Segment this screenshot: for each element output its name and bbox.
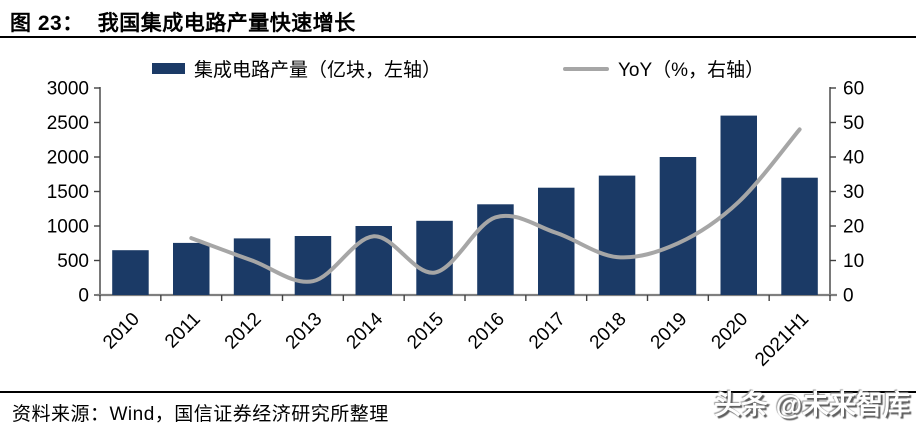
right-axis-tick-label: 0 (843, 286, 854, 307)
bar-2017 (538, 187, 575, 295)
x-axis-label-2015: 2015 (403, 309, 448, 354)
source-note: 资料来源：Wind，国信证券经济研究所整理 (12, 404, 389, 425)
watermark-text: 头条 @未来智库 (714, 390, 910, 420)
x-axis-label-2021H1: 2021H1 (751, 309, 813, 371)
right-axis-tick-label: 40 (843, 148, 864, 169)
left-axis-tick-label: 500 (57, 251, 89, 272)
figure-number-label: 图 23： (10, 12, 84, 35)
x-axis-label-2012: 2012 (221, 309, 266, 354)
bar-2010 (112, 250, 149, 295)
bar-2021H1 (781, 177, 818, 295)
legend-item-production: 集成电路产量（亿块，左轴） (152, 55, 441, 82)
bar-2015 (416, 220, 453, 295)
title-divider-line (0, 36, 916, 38)
legend-item-yoy: YoY（%，右轴） (563, 55, 764, 82)
x-axis-label-2019: 2019 (647, 309, 692, 354)
right-axis-tick-label: 30 (843, 182, 864, 203)
left-axis-tick-label: 0 (78, 286, 89, 307)
x-axis-label-2018: 2018 (586, 309, 631, 354)
right-axis-tick-label: 60 (843, 79, 864, 100)
x-axis-label-2014: 2014 (343, 308, 388, 353)
x-axis-label-2016: 2016 (464, 309, 509, 354)
bar-2020 (720, 115, 757, 295)
line-series-swatch (563, 66, 609, 71)
left-axis-tick-label: 3000 (47, 79, 89, 100)
right-axis-tick-label: 50 (843, 113, 864, 134)
x-axis-label-2011: 2011 (161, 309, 205, 353)
x-axis-label-2010: 2010 (99, 309, 144, 354)
left-axis-tick-label: 1500 (47, 182, 89, 203)
figure-title: 我国集成电路产量快速增长 (97, 12, 356, 35)
right-axis-tick-label: 20 (843, 217, 864, 238)
figure-title-row: 图 23： 我国集成电路产量快速增长 (10, 7, 356, 37)
combo-chart: 0 500 1000 1500 2000 2500 3000 0 10 20 30 40 50 60 201… (47, 79, 864, 371)
yoy-line (189, 127, 802, 284)
chart-legend: 集成电路产量（亿块，左轴） YoY（%，右轴） (0, 55, 916, 81)
footer-divider-line (0, 391, 916, 393)
bar-series-label: 集成电路产量（亿块，左轴） (194, 60, 442, 81)
x-axis-label-2020: 2020 (708, 309, 753, 354)
bar-2018 (598, 175, 636, 295)
bar-2013 (294, 236, 332, 295)
left-axis-tick-label: 1000 (47, 217, 89, 238)
right-axis-tick-label: 10 (843, 251, 864, 272)
bar-series-swatch (152, 63, 185, 74)
x-axis-label-2017: 2017 (525, 309, 570, 354)
bar-2011 (173, 242, 210, 295)
left-axis-tick-label: 2000 (47, 148, 89, 169)
bar-2019 (659, 157, 697, 295)
x-axis-label-2013: 2013 (282, 309, 327, 354)
left-axis-tick-label: 2500 (47, 113, 89, 134)
line-series-label: YoY（%，右轴） (618, 60, 765, 81)
